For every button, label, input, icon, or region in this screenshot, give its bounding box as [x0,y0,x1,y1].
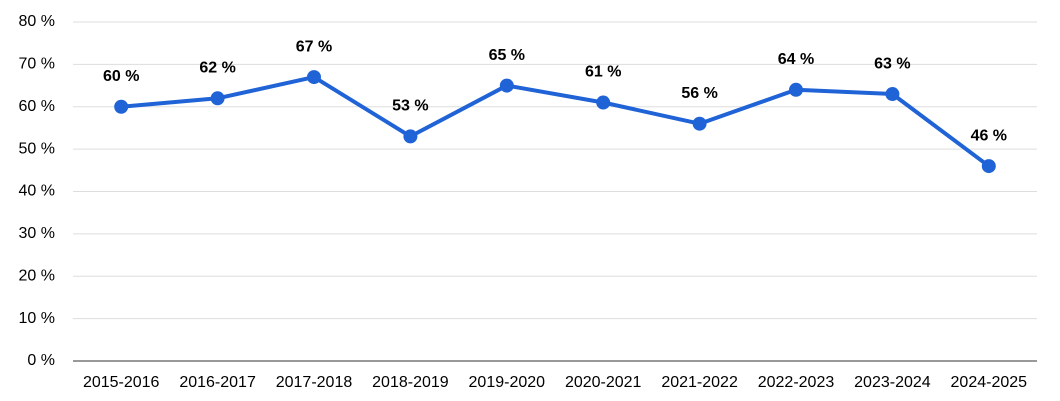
value-label: 61 % [585,64,621,81]
x-tick-label: 2016-2017 [179,374,256,391]
y-tick-label: 10 % [19,310,55,327]
point [981,159,996,174]
y-tick-label: 60 % [19,98,55,115]
point [692,116,707,131]
value-label: 46 % [971,127,1007,144]
y-tick-label: 50 % [19,140,55,157]
point [885,87,900,102]
point [499,78,514,93]
point [789,82,803,97]
x-tick-label: 2017-2018 [276,374,353,391]
point [596,95,611,110]
y-tick-label: 80 % [19,13,55,30]
y-tick-label: 20 % [19,267,55,284]
y-tick-label: 30 % [19,225,55,242]
value-label: 67 % [296,38,332,55]
point [403,129,418,144]
line [121,75,990,168]
value-label: 63 % [874,55,910,72]
value-label: 60 % [103,68,139,85]
x-tick-label: 2024-2025 [951,374,1028,391]
y-tick-label: 70 % [19,56,55,73]
x-tick-label: 2020-2021 [565,374,642,391]
x-tick-label: 2015-2016 [83,374,160,391]
x-tick-label: 2019-2020 [469,374,546,391]
value-label: 62 % [199,59,235,76]
y-tick-label: 0 % [27,352,55,369]
point [210,91,225,106]
value-label: 65 % [489,47,525,64]
point [307,70,321,85]
x-tick-label: 2022-2023 [758,374,835,391]
y-tick-label: 40 % [19,183,55,200]
value-label: 53 % [392,98,428,115]
value-label: 64 % [778,51,814,68]
value-label: 56 % [681,85,717,102]
point [114,99,129,114]
x-tick-label: 2018-2019 [372,374,449,391]
x-tick-label: 2021-2022 [661,374,738,391]
x-tick-label: 2023-2024 [854,374,931,391]
